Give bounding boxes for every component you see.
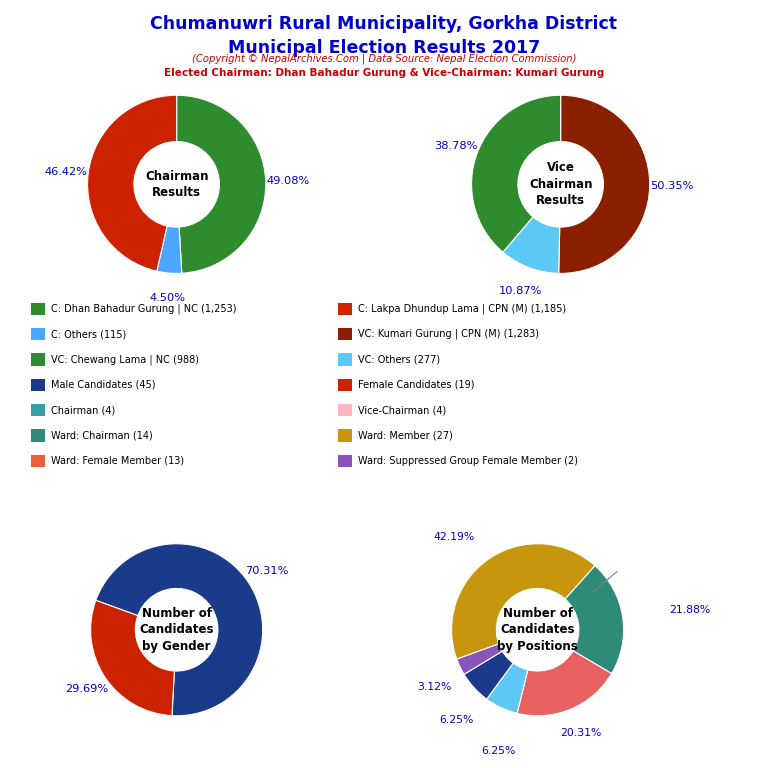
- Text: Chumanuwri Rural Municipality, Gorkha District
Municipal Election Results 2017: Chumanuwri Rural Municipality, Gorkha Di…: [151, 15, 617, 57]
- Text: 4.50%: 4.50%: [149, 293, 185, 303]
- Text: 10.87%: 10.87%: [498, 286, 541, 296]
- Wedge shape: [517, 650, 611, 716]
- Text: 6.25%: 6.25%: [482, 746, 515, 756]
- Text: Ward: Member (27): Ward: Member (27): [358, 430, 453, 441]
- Wedge shape: [487, 663, 528, 713]
- Text: 50.35%: 50.35%: [650, 180, 694, 190]
- Text: Ward: Chairman (14): Ward: Chairman (14): [51, 430, 152, 441]
- Text: Ward: Suppressed Group Female Member (2): Ward: Suppressed Group Female Member (2): [358, 455, 578, 466]
- Text: Male Candidates (45): Male Candidates (45): [51, 379, 155, 390]
- Text: VC: Kumari Gurung | CPN (M) (1,283): VC: Kumari Gurung | CPN (M) (1,283): [358, 329, 539, 339]
- Text: 42.19%: 42.19%: [434, 532, 475, 542]
- Text: 6.25%: 6.25%: [439, 715, 474, 725]
- Text: Elected Chairman: Dhan Bahadur Gurung & Vice-Chairman: Kumari Gurung: Elected Chairman: Dhan Bahadur Gurung & …: [164, 68, 604, 78]
- Text: 21.88%: 21.88%: [670, 604, 710, 614]
- Text: Chairman (4): Chairman (4): [51, 405, 115, 415]
- Wedge shape: [503, 217, 560, 273]
- Text: Number of
Candidates
by Positions: Number of Candidates by Positions: [497, 607, 578, 653]
- Wedge shape: [177, 95, 266, 273]
- Text: Female Candidates (19): Female Candidates (19): [358, 379, 475, 390]
- Wedge shape: [91, 601, 174, 716]
- Text: 29.69%: 29.69%: [65, 684, 108, 694]
- Wedge shape: [96, 544, 263, 716]
- Text: C: Dhan Bahadur Gurung | NC (1,253): C: Dhan Bahadur Gurung | NC (1,253): [51, 303, 237, 314]
- Wedge shape: [88, 95, 177, 271]
- Text: Vice
Chairman
Results: Vice Chairman Results: [529, 161, 592, 207]
- Wedge shape: [464, 651, 513, 699]
- Wedge shape: [457, 644, 502, 674]
- Text: 46.42%: 46.42%: [45, 167, 88, 177]
- Wedge shape: [157, 226, 182, 273]
- Wedge shape: [472, 95, 561, 252]
- Text: 20.31%: 20.31%: [560, 728, 601, 738]
- Text: C: Others (115): C: Others (115): [51, 329, 126, 339]
- Text: 49.08%: 49.08%: [266, 176, 310, 186]
- Text: 38.78%: 38.78%: [435, 141, 478, 151]
- Text: VC: Others (277): VC: Others (277): [358, 354, 440, 365]
- Text: Number of
Candidates
by Gender: Number of Candidates by Gender: [139, 607, 214, 653]
- Text: C: Lakpa Dhundup Lama | CPN (M) (1,185): C: Lakpa Dhundup Lama | CPN (M) (1,185): [358, 303, 566, 314]
- Text: Chairman
Results: Chairman Results: [145, 170, 208, 199]
- Wedge shape: [558, 95, 650, 273]
- Text: 3.12%: 3.12%: [417, 683, 452, 693]
- Text: Ward: Female Member (13): Ward: Female Member (13): [51, 455, 184, 466]
- Text: (Copyright © NepalArchives.Com | Data Source: Nepal Election Commission): (Copyright © NepalArchives.Com | Data So…: [192, 54, 576, 65]
- Text: VC: Chewang Lama | NC (988): VC: Chewang Lama | NC (988): [51, 354, 199, 365]
- Wedge shape: [565, 566, 624, 674]
- Text: 70.31%: 70.31%: [245, 565, 288, 575]
- Text: Vice-Chairman (4): Vice-Chairman (4): [358, 405, 446, 415]
- Wedge shape: [452, 544, 595, 659]
